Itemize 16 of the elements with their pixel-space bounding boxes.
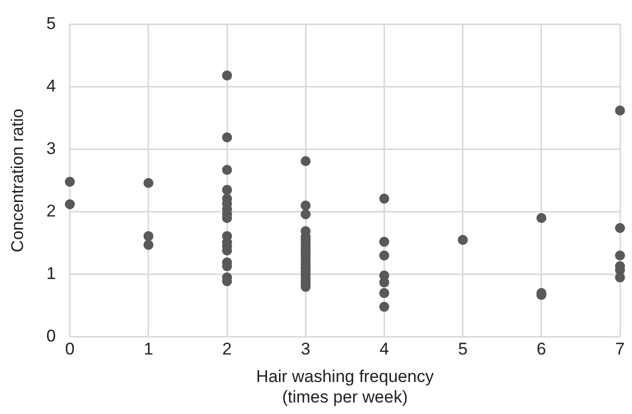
x-axis-title: Hair washing frequency (times per week) xyxy=(256,367,434,406)
x-tick-label: 0 xyxy=(65,340,75,359)
x-tick-label: 7 xyxy=(615,340,625,359)
y-tick-label: 0 xyxy=(46,326,56,346)
y-tick-label: 2 xyxy=(46,201,56,220)
y-tick-label: 4 xyxy=(46,76,56,96)
y-tick-label: 3 xyxy=(46,138,56,158)
x-tick-label: 2 xyxy=(222,340,232,359)
x-tick-label: 1 xyxy=(144,340,154,359)
x-tick-label: 3 xyxy=(300,340,310,359)
y-tick-label: 5 xyxy=(46,14,56,33)
y-tick-label: 1 xyxy=(46,264,56,283)
y-axis-title: Concentration ratio xyxy=(8,108,27,252)
x-tick-label: 6 xyxy=(536,340,546,359)
x-tick-label: 4 xyxy=(379,340,389,359)
x-tick-label: 5 xyxy=(458,340,468,359)
